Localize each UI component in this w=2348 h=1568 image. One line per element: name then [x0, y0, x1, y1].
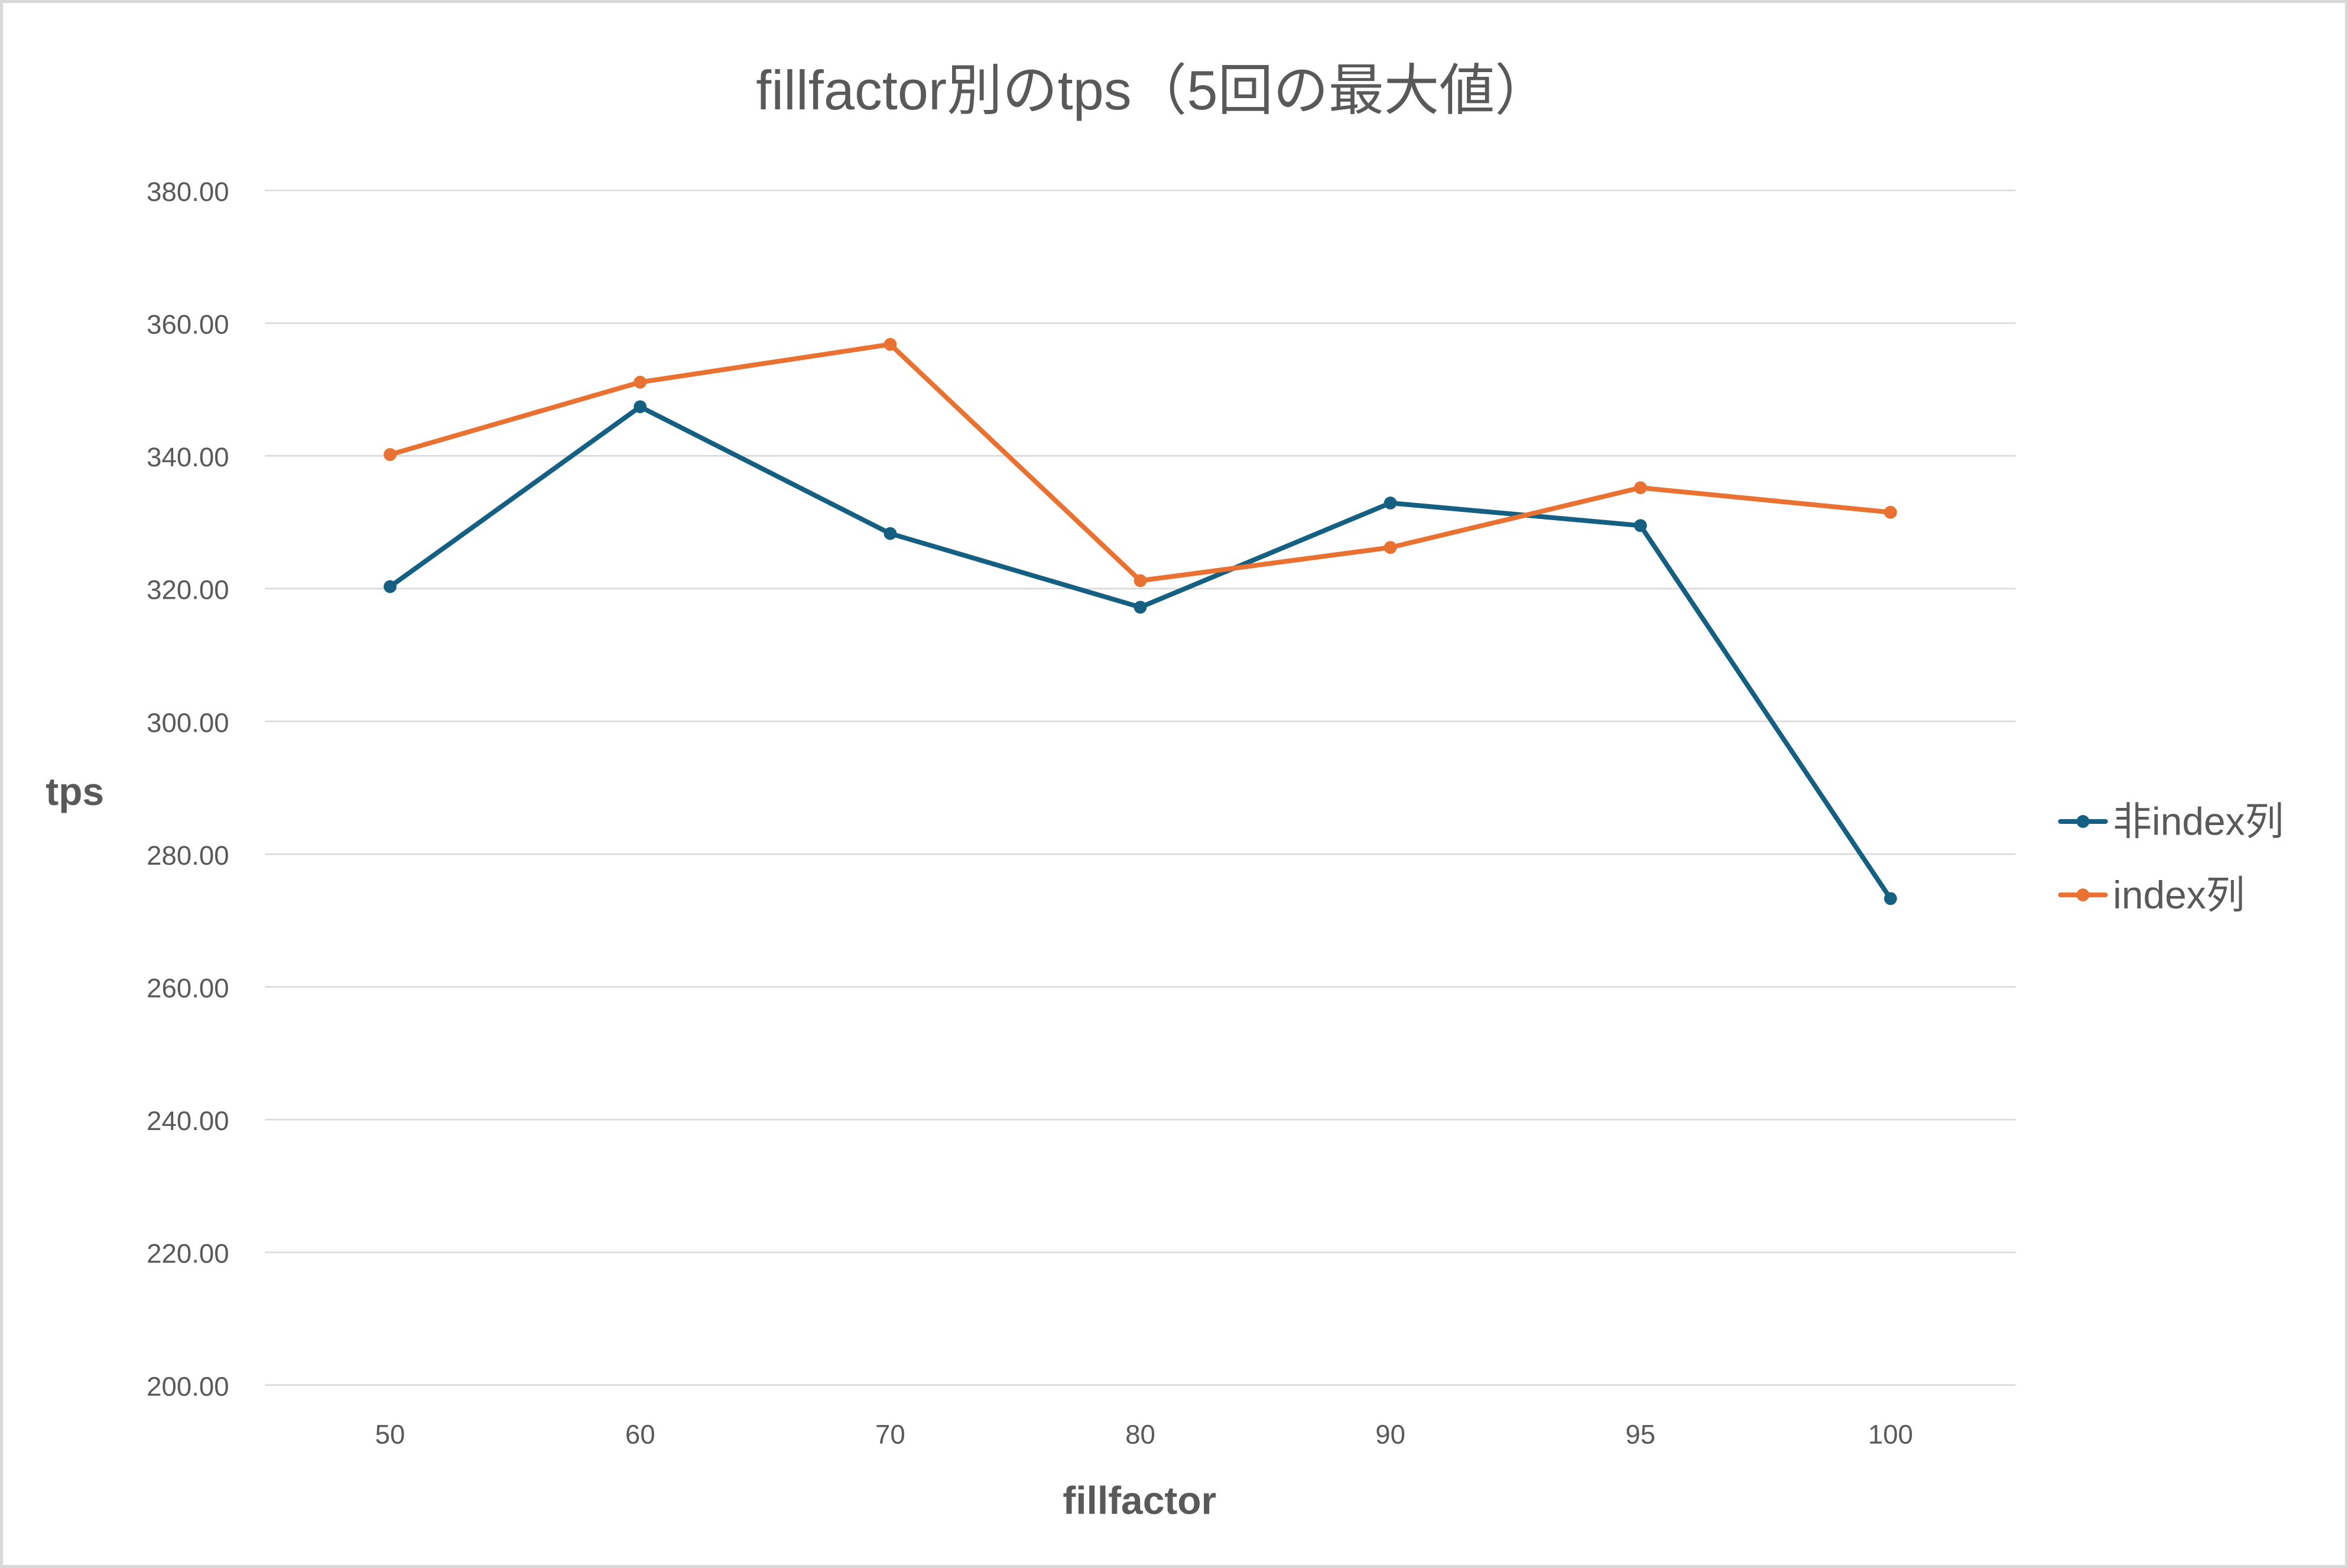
y-tick-label: 320.00 — [147, 575, 229, 605]
data-series — [384, 337, 1897, 905]
data-point-marker[interactable] — [1884, 892, 1897, 905]
y-tick-label: 260.00 — [147, 973, 229, 1003]
x-axis-title: fillfactor — [1063, 1479, 1216, 1522]
data-point-marker[interactable] — [1134, 574, 1147, 587]
x-tick-label: 50 — [375, 1419, 405, 1449]
y-gridlines — [265, 189, 2016, 1386]
y-tick-label: 340.00 — [147, 442, 229, 472]
y-tick-label: 300.00 — [147, 707, 229, 738]
data-point-marker[interactable] — [1884, 505, 1897, 519]
y-tick-label: 380.00 — [147, 177, 229, 207]
data-point-marker[interactable] — [1384, 541, 1397, 554]
legend-item[interactable]: index列 — [2058, 873, 2245, 917]
y-tick-label: 240.00 — [147, 1106, 229, 1136]
y-axis-title: tps — [46, 770, 104, 813]
data-point-marker[interactable] — [634, 400, 647, 414]
x-tick-label: 95 — [1625, 1419, 1655, 1449]
data-point-marker[interactable] — [384, 448, 397, 461]
data-point-marker[interactable] — [1633, 481, 1647, 495]
x-tick-label: 80 — [1125, 1419, 1155, 1449]
y-tick-label: 200.00 — [147, 1371, 229, 1401]
x-axis-tick-labels: 50 60 70 80 90 95 100 — [375, 1419, 1913, 1449]
series-line — [384, 337, 1897, 587]
legend-label: index列 — [2113, 873, 2245, 917]
legend-label: 非index列 — [2113, 800, 2284, 843]
data-point-marker[interactable] — [884, 337, 897, 351]
data-point-marker[interactable] — [384, 580, 397, 593]
chart-title: fillfactor別のtps（5回の最大値） — [756, 59, 1550, 121]
y-axis-tick-labels: 200.00 220.00 240.00 260.00 280.00 300.00 320.… — [147, 177, 229, 1401]
data-point-marker[interactable] — [1134, 600, 1147, 614]
data-point-marker[interactable] — [1384, 496, 1397, 509]
y-tick-label: 220.00 — [147, 1239, 229, 1269]
legend: 非index列 index列 — [2058, 800, 2284, 917]
x-tick-label: 100 — [1868, 1419, 1913, 1449]
legend-item[interactable]: 非index列 — [2058, 800, 2284, 843]
x-tick-label: 90 — [1375, 1419, 1405, 1449]
x-tick-label: 60 — [625, 1419, 655, 1449]
data-point-marker[interactable] — [884, 527, 897, 540]
series-line — [384, 400, 1897, 905]
data-point-marker[interactable] — [634, 375, 647, 389]
legend-dot-icon — [2076, 815, 2090, 828]
y-tick-label: 360.00 — [147, 309, 229, 339]
x-tick-label: 70 — [875, 1419, 905, 1449]
legend-dot-icon — [2076, 888, 2090, 902]
y-tick-label: 280.00 — [147, 840, 229, 871]
data-point-marker[interactable] — [1633, 519, 1647, 533]
